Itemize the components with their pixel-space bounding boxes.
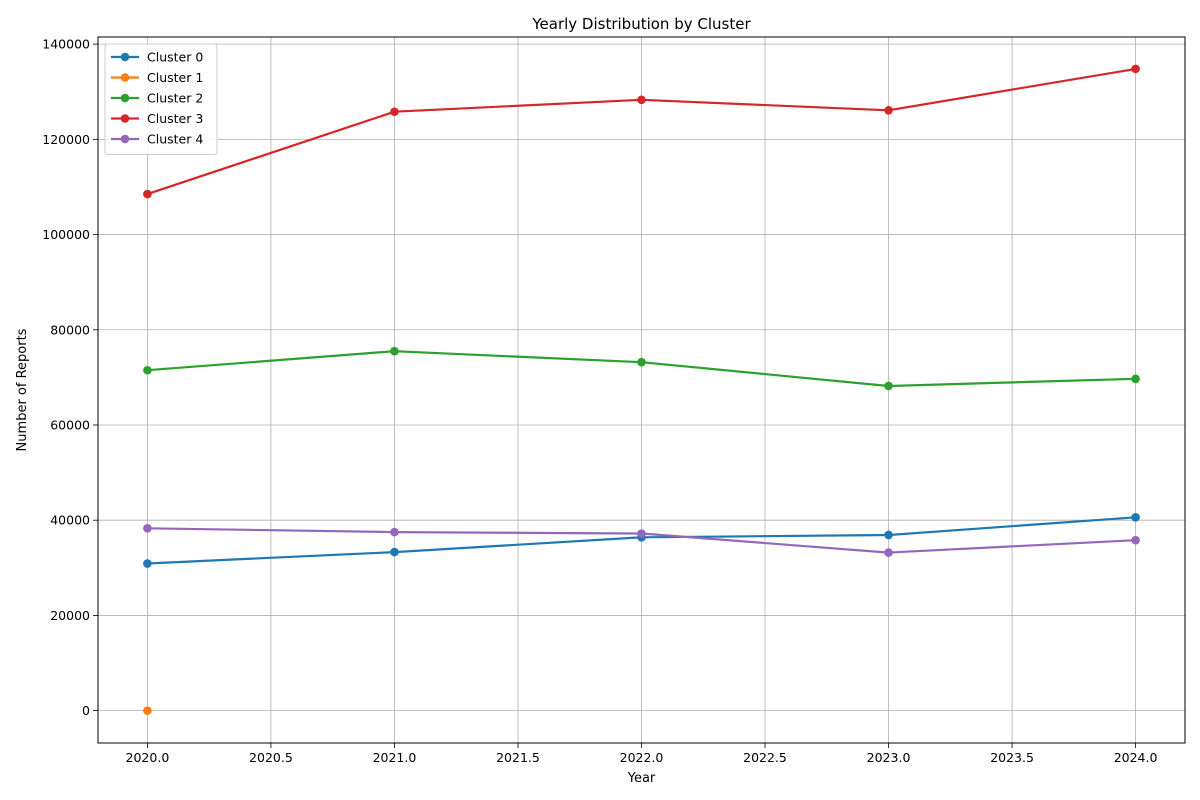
series-cluster-4 xyxy=(143,523,1140,557)
legend-label: Cluster 3 xyxy=(147,111,203,126)
data-point xyxy=(390,527,399,537)
x-tick-label: 2022.5 xyxy=(743,750,787,765)
x-tick-label: 2020.0 xyxy=(126,750,170,765)
data-point xyxy=(884,530,893,540)
data-point xyxy=(390,346,399,356)
x-tick-label: 2022.0 xyxy=(620,750,664,765)
data-point xyxy=(143,523,152,533)
y-tick-label: 140000 xyxy=(42,37,90,52)
series-cluster-1 xyxy=(143,706,152,715)
grid xyxy=(98,37,1185,743)
series-group xyxy=(143,64,1140,715)
data-point xyxy=(143,706,152,715)
legend-swatch-marker xyxy=(120,73,130,82)
data-point xyxy=(390,547,399,557)
legend-item: Cluster 3 xyxy=(111,111,203,126)
legend-item: Cluster 1 xyxy=(111,70,203,85)
axes-ticks: 2020.0 2020.5 2021.0 2021.5 2022.0 2022.5 2023… xyxy=(42,37,1157,765)
legend-label: Cluster 1 xyxy=(147,70,203,85)
x-tick-label: 2020.5 xyxy=(249,750,293,765)
legend-swatch-marker xyxy=(120,52,130,62)
legend-label: Cluster 0 xyxy=(147,50,203,65)
legend-swatch-marker xyxy=(120,93,130,103)
y-tick-label: 80000 xyxy=(50,322,90,337)
chart-title: Yearly Distribution by Cluster xyxy=(531,15,751,33)
x-tick-label: 2021.5 xyxy=(496,750,540,765)
data-point xyxy=(637,529,646,538)
legend-label: Cluster 2 xyxy=(147,91,203,106)
legend-swatch-marker xyxy=(120,114,130,123)
legend-item: Cluster 0 xyxy=(111,50,203,65)
series-cluster-3 xyxy=(143,64,1140,199)
data-point xyxy=(390,107,399,117)
legend-item: Cluster 4 xyxy=(111,132,203,147)
data-point xyxy=(1131,374,1140,384)
x-tick-label: 2024.0 xyxy=(1114,750,1158,765)
x-axis-label: Year xyxy=(627,771,656,786)
x-tick-label: 2023.0 xyxy=(867,750,911,765)
y-tick-label: 120000 xyxy=(42,132,90,147)
data-point xyxy=(1131,64,1140,74)
data-point xyxy=(1131,513,1140,522)
y-tick-label: 60000 xyxy=(50,417,90,432)
y-tick-label: 100000 xyxy=(42,227,90,242)
data-point xyxy=(143,189,152,199)
data-point xyxy=(143,559,152,568)
y-axis-label: Number of Reports xyxy=(15,328,30,451)
legend-box xyxy=(104,43,218,155)
data-point xyxy=(884,106,893,115)
series-cluster-2 xyxy=(143,346,1140,391)
y-tick-label: 0 xyxy=(82,703,90,718)
legend: Cluster 0 Cluster 1 Cluster 2 Cluster 3 Clus… xyxy=(104,43,218,155)
data-point xyxy=(143,365,152,375)
x-tick-label: 2023.5 xyxy=(990,750,1034,765)
x-tick-label: 2021.0 xyxy=(373,750,417,765)
data-point xyxy=(637,95,646,105)
data-point xyxy=(1131,535,1140,545)
y-tick-label: 20000 xyxy=(50,608,90,623)
data-point xyxy=(637,357,646,367)
data-point xyxy=(884,381,893,391)
data-point xyxy=(884,548,893,557)
y-tick-label: 40000 xyxy=(50,513,90,528)
legend-swatch-marker xyxy=(120,134,130,144)
legend-label: Cluster 4 xyxy=(147,132,203,147)
legend-item: Cluster 2 xyxy=(111,91,203,106)
